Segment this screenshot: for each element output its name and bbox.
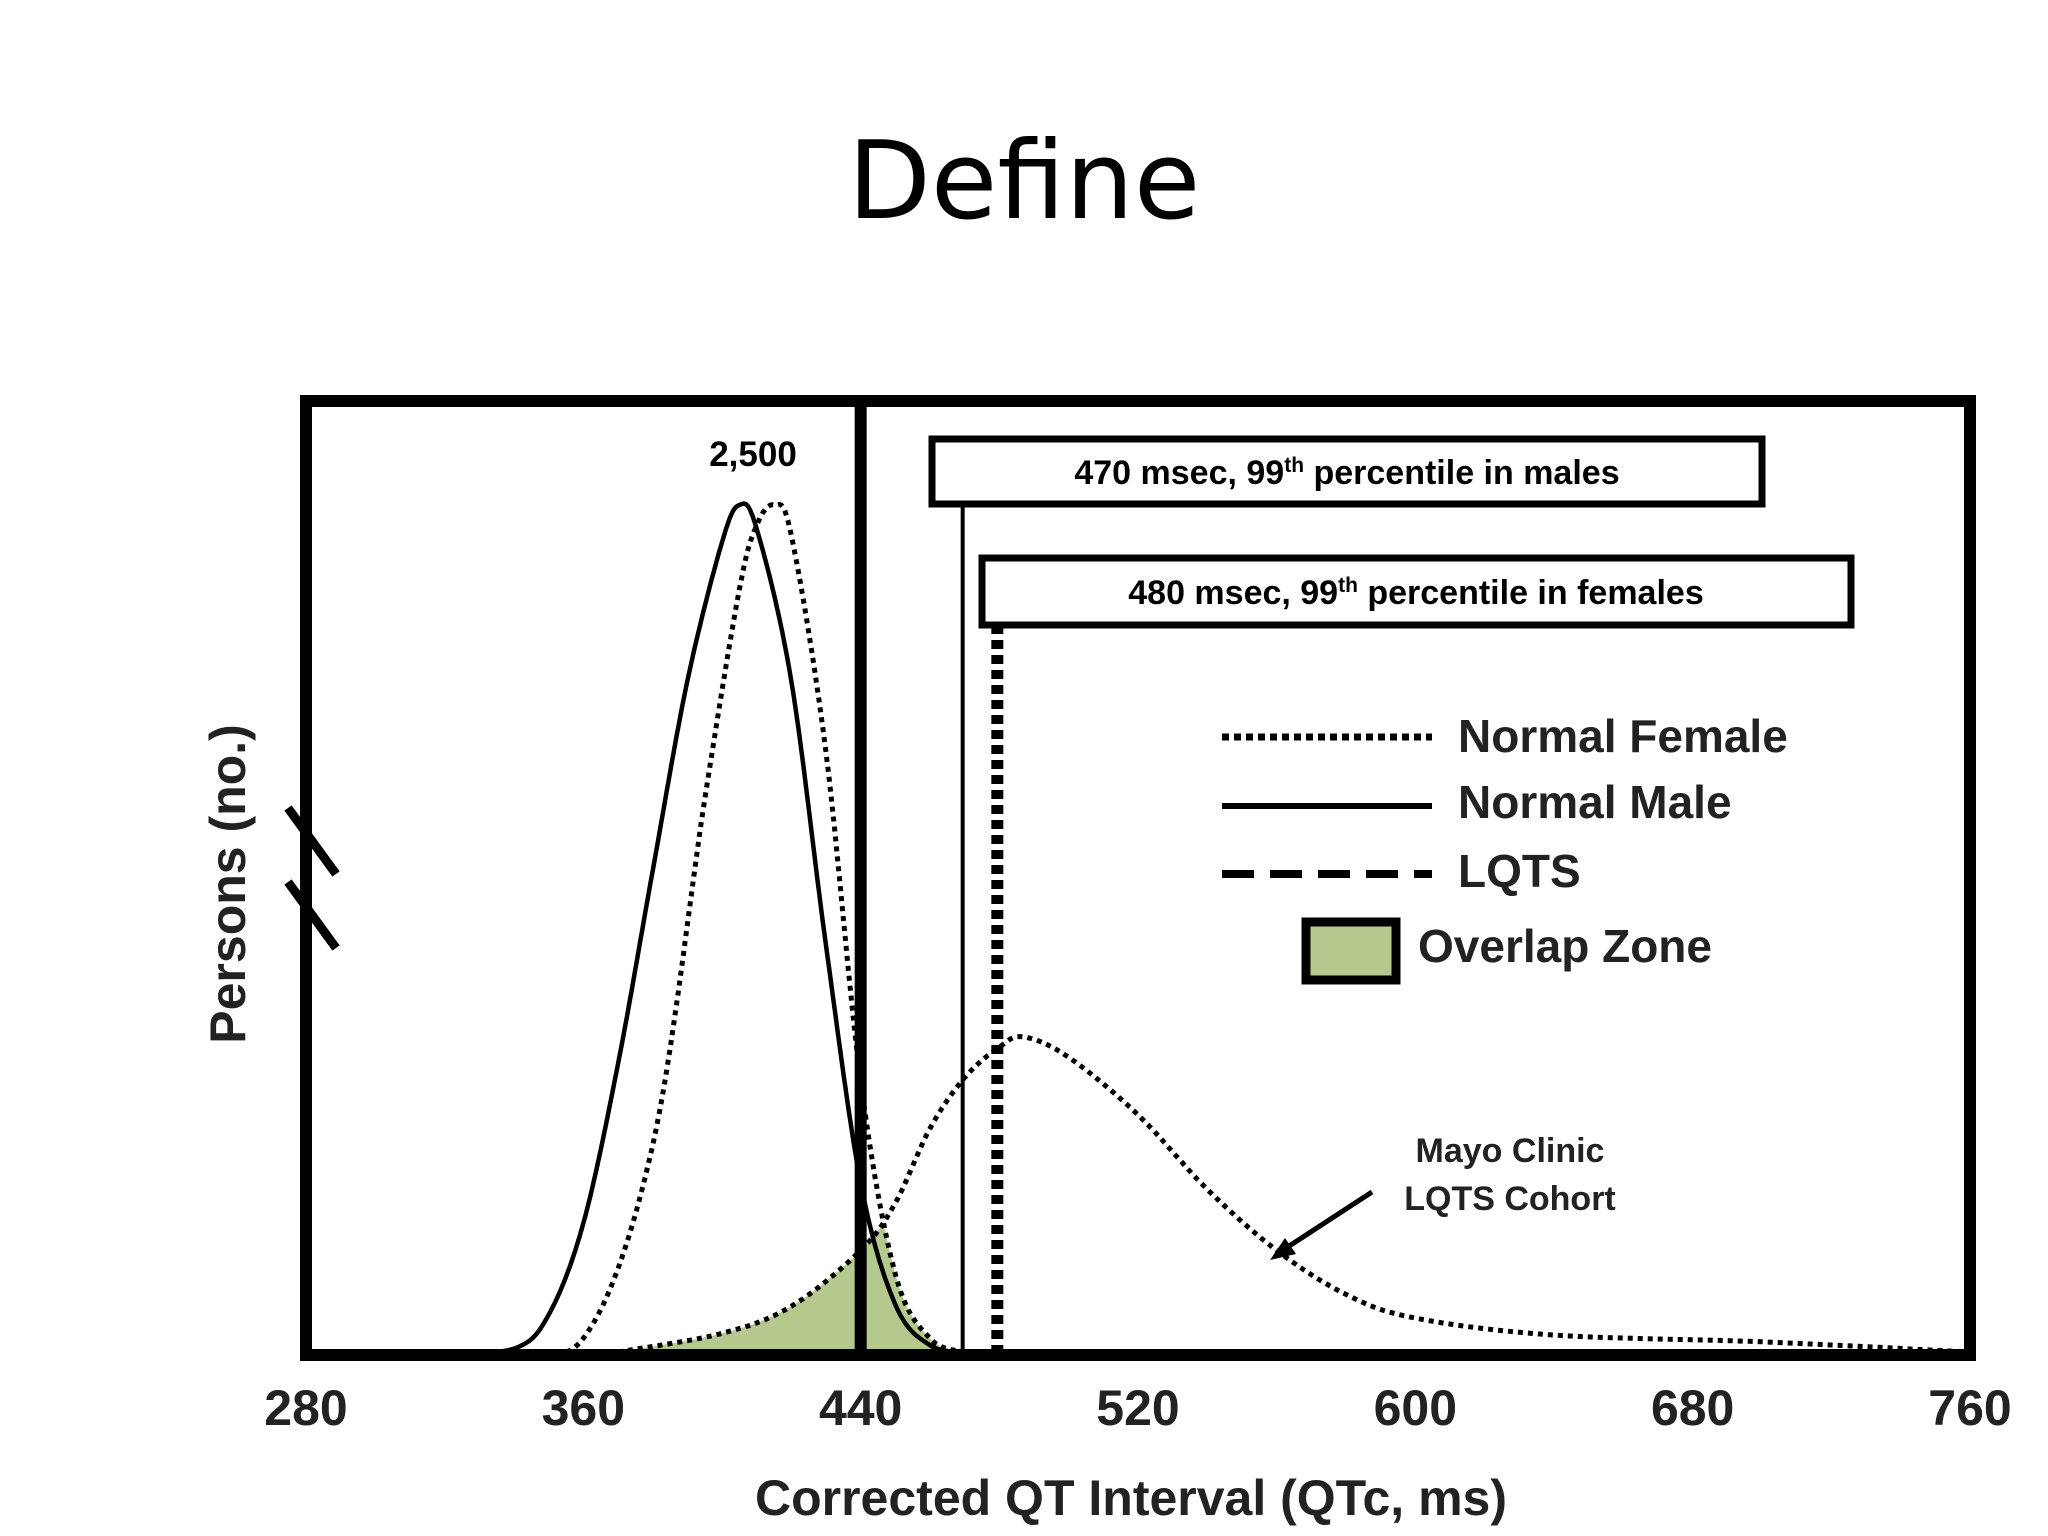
legend-swatch-overlap-zone xyxy=(1301,917,1401,985)
callout-males: 470 msec, 99th percentile in males xyxy=(928,435,1766,508)
cohort-annotation: Mayo Clinic LQTS Cohort xyxy=(1270,1132,1616,1260)
y-axis-title: Persons (no.) xyxy=(200,724,256,1043)
cohort-annotation-line1: Mayo Clinic xyxy=(1416,1132,1605,1170)
axis-break-mark-lower xyxy=(284,879,340,951)
series-normal-male xyxy=(444,501,966,1355)
legend-label-overlap-zone: Overlap Zone xyxy=(1418,920,1712,972)
legend: Normal Female Normal Male LQTS Overlap Z… xyxy=(1222,710,1788,985)
x-tick-label-440: 440 xyxy=(819,1380,902,1436)
callout-males-label: 470 msec, 99th percentile in males xyxy=(1074,454,1619,492)
legend-label-normal-male: Normal Male xyxy=(1458,776,1732,828)
series-lqts-cohort xyxy=(617,1034,1971,1355)
callout-females-label: 480 msec, 99th percentile in females xyxy=(1128,574,1703,612)
slide-title: Define xyxy=(847,119,1201,244)
callout-females-box xyxy=(978,554,1855,629)
x-tick-label-520: 520 xyxy=(1096,1380,1179,1436)
cohort-annotation-arrowhead xyxy=(1270,1238,1296,1260)
x-tick-label-680: 680 xyxy=(1651,1380,1734,1436)
callout-females: 480 msec, 99th percentile in females xyxy=(978,554,1855,629)
peak-label: 2,500 xyxy=(709,435,797,474)
x-tick-label-760: 760 xyxy=(1928,1380,2011,1436)
chart-marks xyxy=(444,501,1971,1355)
legend-label-lqts: LQTS xyxy=(1458,845,1581,897)
x-tick-label-280: 280 xyxy=(264,1380,347,1436)
x-tick-label-360: 360 xyxy=(542,1380,625,1436)
threshold-lines xyxy=(854,401,1004,1355)
series-normal-female xyxy=(496,502,967,1355)
legend-label-normal-female: Normal Female xyxy=(1458,710,1788,762)
axis-break-mark-upper xyxy=(284,805,340,877)
callout-males-box xyxy=(928,435,1766,508)
cohort-annotation-line2: LQTS Cohort xyxy=(1404,1180,1616,1218)
x-tick-label-600: 600 xyxy=(1374,1380,1457,1436)
x-axis-title: Corrected QT Interval (QTc, ms) xyxy=(755,1470,1507,1526)
cohort-annotation-arrow xyxy=(1278,1189,1374,1255)
overlap-zone-area xyxy=(583,1225,972,1352)
plot-frame xyxy=(300,395,1976,1361)
x-axis-tick-labels: 280 360 440 520 600 680 760 xyxy=(264,1380,2011,1436)
